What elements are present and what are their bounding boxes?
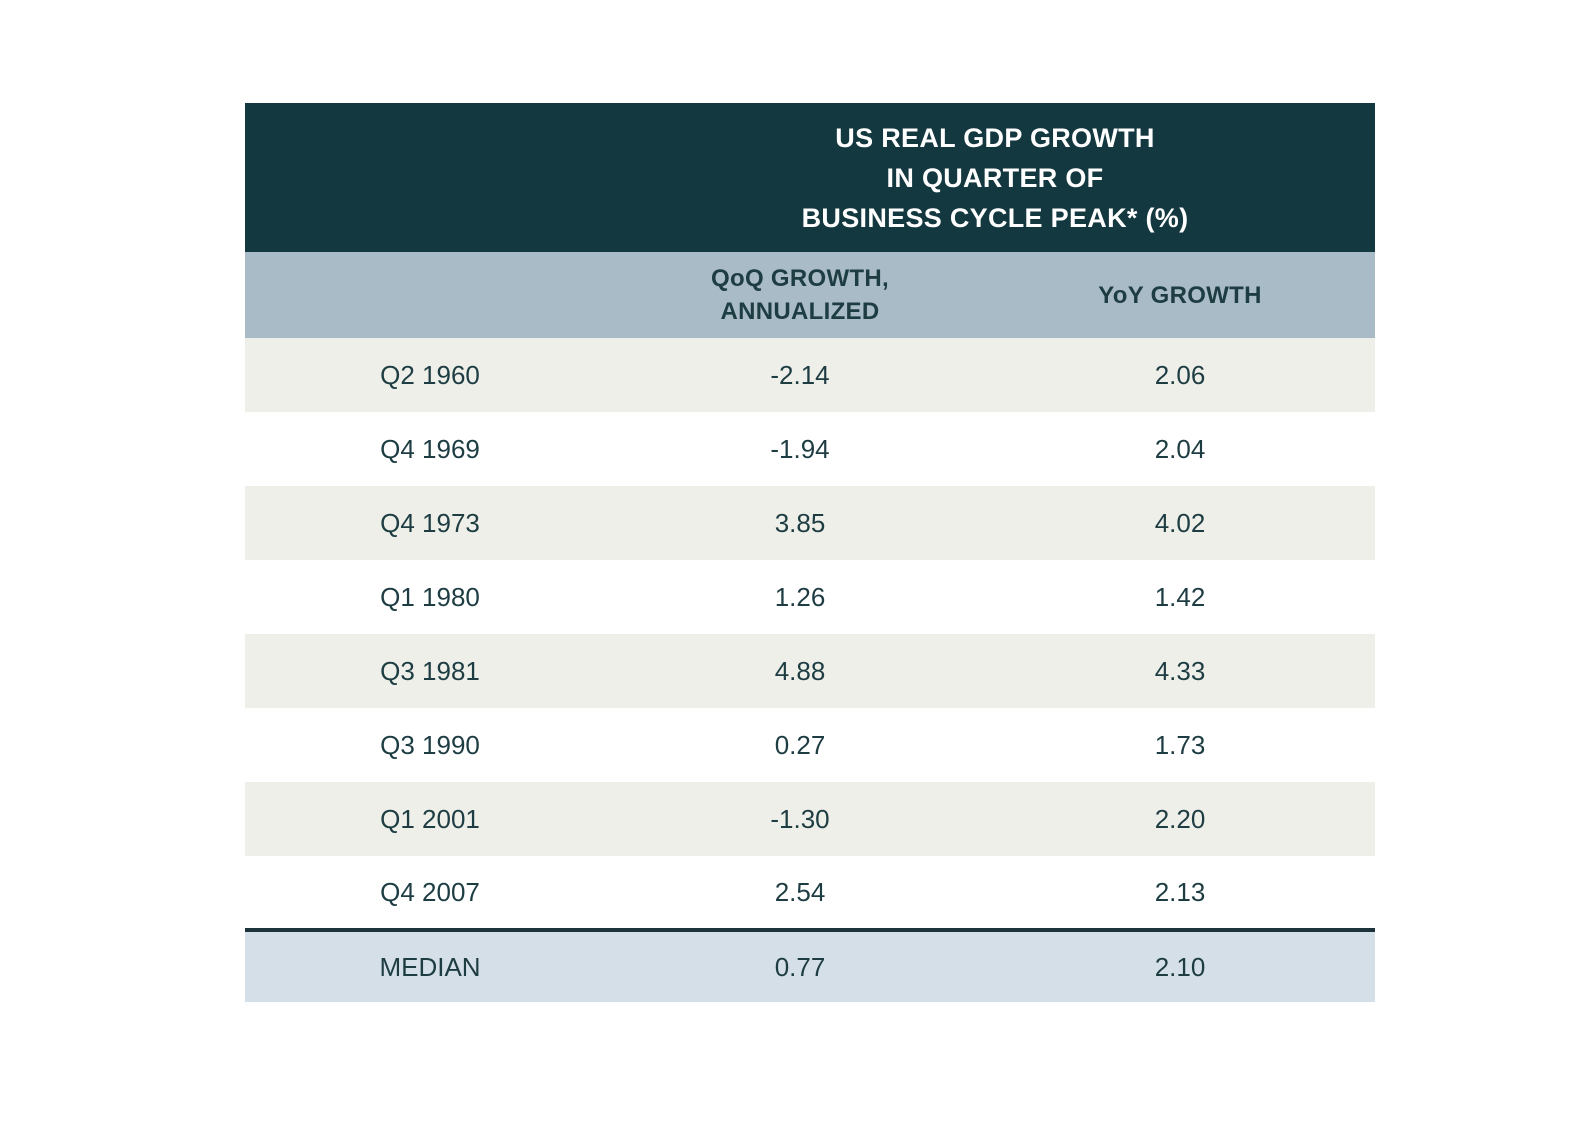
cell-period: Q3 1981 xyxy=(380,655,480,686)
median-row: MEDIAN 0.77 2.10 xyxy=(245,928,1376,1002)
table-footer: MEDIAN 0.77 2.10 xyxy=(245,928,1376,1002)
column-header-qoq: QoQ GROWTH, ANNUALIZED xyxy=(615,252,985,338)
title-band: US REAL GDP GROWTH IN QUARTER OF BUSINES… xyxy=(245,103,1376,252)
table-row: Q1 1980 1.26 1.42 xyxy=(245,560,1376,634)
table-row: Q2 1960 -2.14 2.06 xyxy=(245,338,1376,412)
cell-yoy: 2.13 xyxy=(1154,876,1206,907)
table-row: Q4 2007 2.54 2.13 xyxy=(245,856,1376,930)
cell-qoq: 4.88 xyxy=(774,655,826,686)
column-header-period xyxy=(245,252,615,338)
column-header-yoy: YoY GROWTH xyxy=(985,252,1376,338)
table-row: Q1 2001 -1.30 2.20 xyxy=(245,782,1376,856)
cell-qoq: 1.26 xyxy=(774,581,826,612)
cell-yoy: 4.02 xyxy=(1154,507,1206,538)
median-label: MEDIAN xyxy=(245,928,615,1002)
table-header: US REAL GDP GROWTH IN QUARTER OF BUSINES… xyxy=(245,103,1376,338)
title-band-spacer xyxy=(245,103,615,252)
table-row: Q3 1990 0.27 1.73 xyxy=(245,708,1376,782)
table-row: Q3 1981 4.88 4.33 xyxy=(245,634,1376,708)
table-body: Q2 1960 -2.14 2.06 Q4 1969 -1.94 2.04 Q4 1973 3… xyxy=(245,338,1376,930)
cell-qoq: -1.94 xyxy=(770,433,830,464)
cell-qoq: 2.54 xyxy=(774,876,826,907)
cell-yoy: 1.42 xyxy=(1154,581,1206,612)
cell-period: Q1 2001 xyxy=(380,803,480,834)
cell-yoy: 2.20 xyxy=(1154,803,1206,834)
table-title-line-1: US REAL GDP GROWTH xyxy=(835,122,1155,153)
table-row: Q4 1969 -1.94 2.04 xyxy=(245,412,1376,486)
median-qoq-value: 0.77 xyxy=(615,928,985,1002)
table-row: Q4 1973 3.85 4.02 xyxy=(245,486,1376,560)
cell-period: Q4 2007 xyxy=(380,876,480,907)
cell-period: Q2 1960 xyxy=(380,359,480,390)
cell-qoq: 0.27 xyxy=(774,729,826,760)
table-title: US REAL GDP GROWTH IN QUARTER OF BUSINES… xyxy=(615,118,1375,238)
cell-yoy: 4.33 xyxy=(1154,655,1206,686)
table-title-line-3: BUSINESS CYCLE PEAK* (%) xyxy=(801,202,1189,233)
table-title-line-2: IN QUARTER OF xyxy=(886,162,1104,193)
cell-qoq: -1.30 xyxy=(770,803,830,834)
cell-qoq: 3.85 xyxy=(774,507,826,538)
cell-qoq: -2.14 xyxy=(770,359,830,390)
gdp-growth-table: US REAL GDP GROWTH IN QUARTER OF BUSINES… xyxy=(245,103,1376,1002)
cell-period: Q4 1969 xyxy=(380,433,480,464)
cell-period: Q4 1973 xyxy=(380,507,480,538)
cell-yoy: 2.06 xyxy=(1154,359,1206,390)
title-cell: US REAL GDP GROWTH IN QUARTER OF BUSINES… xyxy=(615,103,1376,252)
median-yoy-value: 2.10 xyxy=(985,928,1376,1002)
column-header-band: QoQ GROWTH, ANNUALIZED YoY GROWTH xyxy=(245,252,1376,338)
cell-yoy: 2.04 xyxy=(1154,433,1206,464)
cell-yoy: 1.73 xyxy=(1154,729,1206,760)
cell-period: Q3 1990 xyxy=(380,729,480,760)
cell-period: Q1 1980 xyxy=(380,581,480,612)
